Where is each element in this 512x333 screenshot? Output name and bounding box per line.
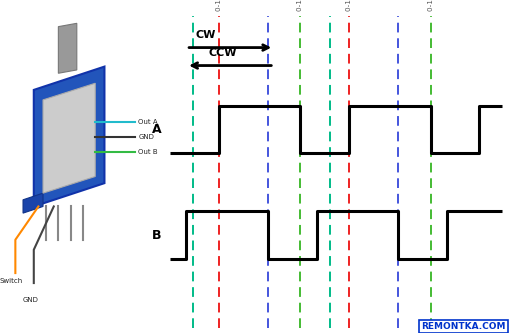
Text: CCW: CCW bbox=[209, 48, 238, 58]
Text: 0-1 edge: 0-1 edge bbox=[216, 0, 222, 11]
Text: A: A bbox=[152, 123, 162, 136]
Polygon shape bbox=[23, 193, 43, 213]
Text: Switch: Switch bbox=[0, 278, 23, 284]
Text: Out A: Out A bbox=[138, 119, 158, 125]
Text: 0-1 edge: 0-1 edge bbox=[297, 0, 303, 11]
Text: B: B bbox=[152, 229, 162, 242]
Polygon shape bbox=[43, 83, 95, 193]
Text: GND: GND bbox=[138, 134, 154, 140]
Text: REMONTKA.COM: REMONTKA.COM bbox=[421, 322, 505, 331]
Text: Out B: Out B bbox=[138, 149, 158, 155]
Polygon shape bbox=[58, 23, 77, 73]
Text: 0-1 edge: 0-1 edge bbox=[346, 0, 352, 11]
Text: GND: GND bbox=[23, 297, 39, 303]
Text: 0-1 edge: 0-1 edge bbox=[428, 0, 434, 11]
Polygon shape bbox=[34, 67, 104, 206]
Text: CW: CW bbox=[196, 30, 217, 40]
